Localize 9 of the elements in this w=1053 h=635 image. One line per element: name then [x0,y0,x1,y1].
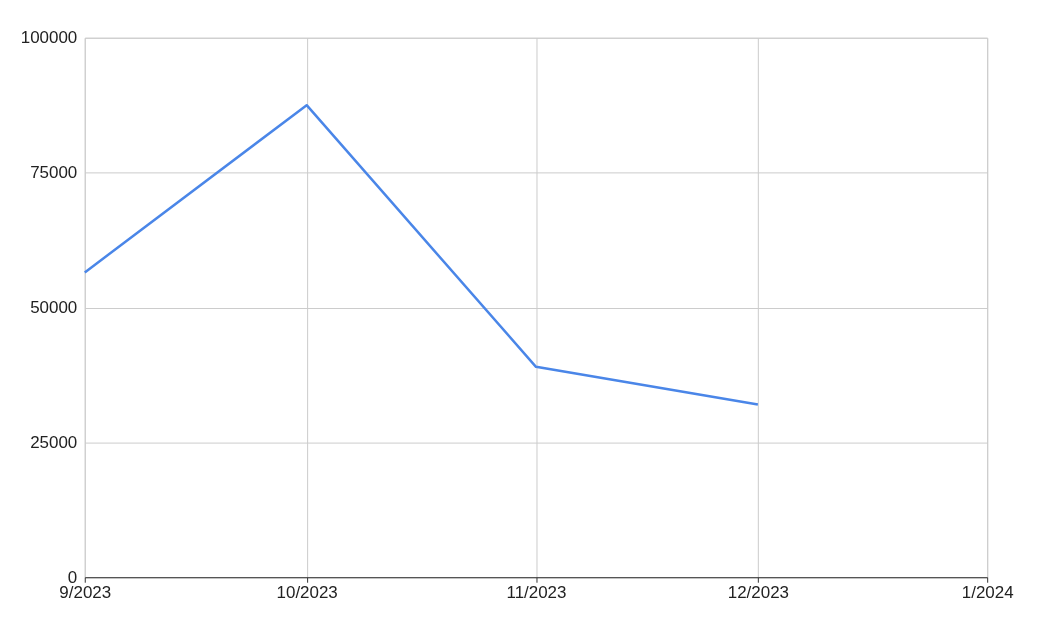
x-tick-label: 10/2023 [276,582,338,602]
y-tick-label: 75000 [30,163,78,183]
x-tick-label: 11/2023 [506,582,567,602]
y-tick-label: 100000 [20,28,78,48]
y-tick-label: 50000 [30,297,78,317]
x-tick-label: 1/2024 [961,582,1014,602]
y-tick-label: 25000 [30,432,78,452]
x-tick-label: 12/2023 [727,582,789,602]
line-series [83,103,760,406]
